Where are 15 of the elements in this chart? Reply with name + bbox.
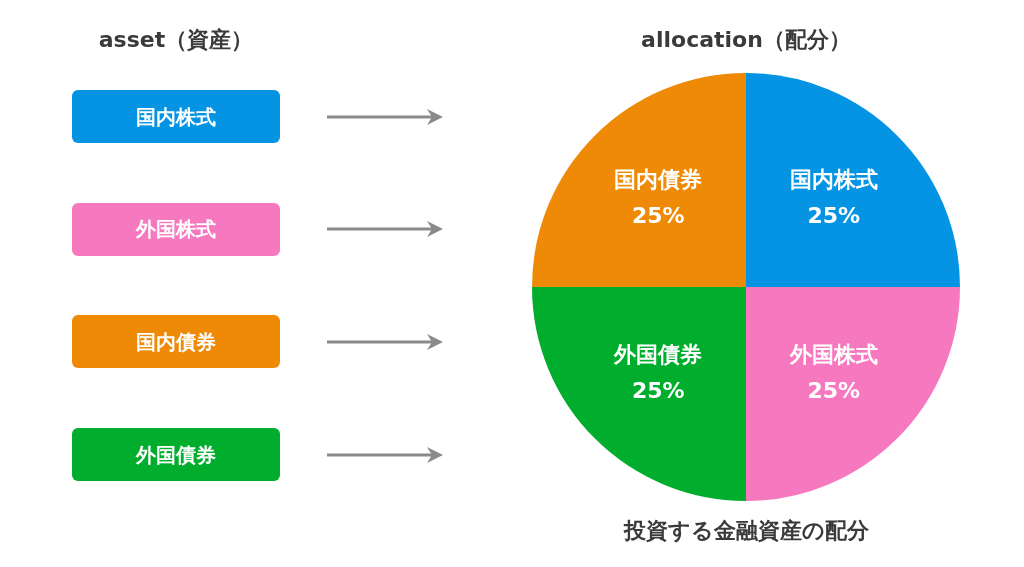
text: 国内株式 [136, 104, 216, 129]
text: asset（資産） [98, 27, 254, 53]
data-label: 25% [807, 378, 861, 404]
data-label: 25% [631, 202, 685, 228]
text: 外国株式 [136, 217, 216, 242]
slice-label: 外国株式 [788, 342, 878, 368]
text: 外国債券 [136, 442, 216, 467]
text: 国内債券 [136, 329, 216, 354]
chart-title: allocation（配分） [641, 27, 851, 53]
data-label: 25% [807, 202, 861, 228]
slice-label: 外国債券 [613, 342, 703, 368]
text: 投資する金融資産の配分 [623, 518, 869, 544]
slice-label: 国内債券 [614, 166, 703, 192]
data-label: 25% [631, 378, 685, 404]
slice-label: 国内株式 [789, 166, 878, 192]
